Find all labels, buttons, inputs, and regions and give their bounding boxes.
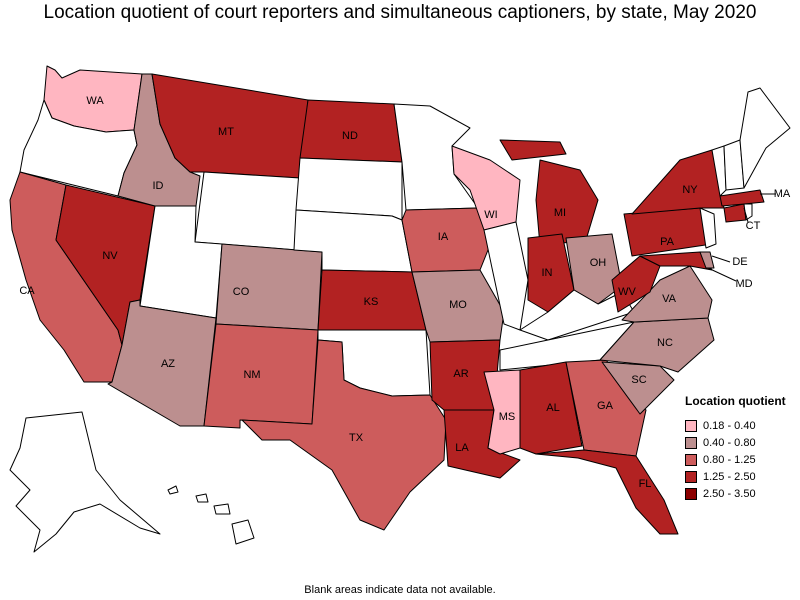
state-tx: [241, 339, 447, 531]
legend-item: 0.80 - 1.25: [685, 451, 797, 468]
legend-swatch: [685, 470, 697, 483]
state-label-wi: WI: [484, 209, 497, 221]
legend-swatch: [685, 419, 697, 432]
state-al: [519, 361, 583, 455]
legend-title: Location quotient: [685, 394, 786, 408]
state-pa: [623, 207, 713, 257]
state-md: [639, 251, 713, 271]
state-ak: [9, 411, 161, 553]
legend-item: 2.50 - 3.50: [685, 485, 797, 502]
state-label-de: DE: [732, 256, 747, 268]
state-label-mt: MT: [218, 126, 234, 138]
legend-swatch: [685, 453, 697, 466]
state-label-sc: SC: [631, 374, 646, 386]
state-label-ca: CA: [19, 285, 35, 297]
state-label-in: IN: [542, 267, 553, 279]
state-label-fl: FL: [639, 478, 652, 490]
legend-label: 0.40 - 0.80: [703, 436, 756, 449]
state-label-co: CO: [233, 286, 250, 298]
state-label-ny: NY: [682, 184, 698, 196]
state-oh: [565, 233, 623, 305]
state-hi: [167, 485, 255, 545]
legend-label: 1.25 - 2.50: [703, 470, 756, 483]
state-label-oh: OH: [590, 257, 607, 269]
state-label-nm: NM: [243, 369, 260, 381]
state-label-md: MD: [735, 278, 752, 290]
state-label-ks: KS: [364, 296, 379, 308]
legend-label: 0.18 - 0.40: [703, 419, 756, 432]
page-title: Location quotient of court reporters and…: [43, 2, 757, 23]
legend-item: 0.18 - 0.40: [685, 417, 797, 434]
state-ky: [519, 289, 635, 341]
state-ct: [723, 203, 747, 223]
state-wv: [611, 255, 661, 313]
state-ny: [631, 149, 725, 215]
state-label-az: AZ: [161, 358, 175, 370]
state-label-nc: NC: [657, 337, 673, 349]
legend-item: 1.25 - 2.50: [685, 468, 797, 485]
state-label-la: LA: [455, 442, 469, 454]
state-fl: [535, 449, 679, 535]
state-ga: [565, 359, 647, 457]
callout-lines: [707, 193, 776, 282]
state-label-ar: AR: [453, 368, 468, 380]
state-nj: [699, 207, 717, 249]
state-sc: [601, 361, 675, 415]
state-label-wv: WV: [618, 286, 636, 298]
legend: Location quotient 0.18 - 0.40 0.40 - 0.80…: [685, 394, 797, 502]
legend-label: 0.80 - 1.25: [703, 453, 756, 466]
state-label-ma: MA: [774, 188, 791, 200]
state-wy: [194, 171, 301, 251]
legend-swatch: [685, 436, 697, 449]
state-va: [621, 265, 713, 323]
state-label-tx: TX: [349, 432, 364, 444]
state-label-pa: PA: [660, 236, 675, 248]
state-me: [739, 87, 791, 189]
state-nm: [203, 323, 319, 429]
state-ma: [719, 189, 765, 207]
legend-label: 2.50 - 3.50: [703, 487, 756, 500]
legend-item: 0.40 - 0.80: [685, 434, 797, 451]
state-label-wa: WA: [86, 95, 104, 107]
state-label-va: VA: [662, 293, 677, 305]
state-label-id: ID: [153, 180, 164, 192]
state-label-ms: MS: [499, 411, 516, 423]
state-label-nv: NV: [102, 250, 118, 262]
state-label-ia: IA: [438, 231, 449, 243]
footnote: Blank areas indicate data not available.: [304, 584, 496, 596]
state-label-al: AL: [546, 402, 559, 414]
state-label-mo: MO: [449, 299, 467, 311]
legend-swatch: [685, 487, 697, 500]
state-label-mi: MI: [554, 207, 566, 219]
state-label-ct: CT: [746, 220, 761, 232]
state-label-nd: ND: [342, 130, 358, 142]
state-label-ga: GA: [597, 400, 614, 412]
state-de: [699, 251, 715, 269]
